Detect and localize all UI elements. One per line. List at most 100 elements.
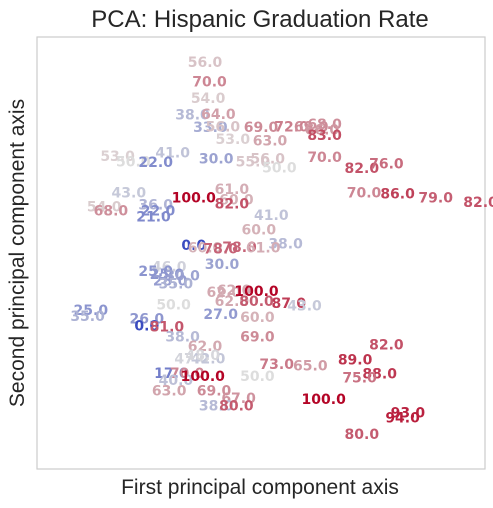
point-label: 38.0 [199, 398, 234, 414]
plot-area [36, 36, 486, 470]
point-label: 82.0 [463, 195, 493, 211]
point-label: 28.0 [153, 274, 188, 290]
data-points: 56.070.054.038.064.033.056.0 69.072.069.0… [70, 55, 493, 443]
point-label: 27.0 [203, 307, 238, 323]
point-label: 48.0 [186, 348, 221, 364]
point-label: 30.0 [205, 257, 240, 273]
point-label: 73.0 [259, 357, 294, 373]
point-label: 38.0 [175, 108, 210, 124]
point-label: 46.0 [152, 260, 187, 276]
point-label: 0.0 [181, 238, 206, 254]
point-label: 38.0 [165, 330, 200, 346]
point-label: 60.0 [240, 310, 275, 326]
point-label: 35.0 [70, 309, 105, 325]
point-label: 50.0 [240, 369, 275, 385]
point-label: 75.0 [342, 371, 377, 387]
point-label: 64.0 [201, 107, 236, 123]
point-label: 0.0 [134, 318, 159, 334]
point-label: 80.0 [345, 427, 380, 443]
point-label: 56.0 [206, 119, 241, 135]
point-label: 35.0 [159, 277, 194, 293]
point-label: 43.0 [287, 299, 322, 315]
point-label: 53.0 [216, 132, 251, 148]
point-label: 70.0 [192, 74, 227, 90]
point-label: 38.0 [268, 236, 303, 252]
point-label: 78.0 [222, 240, 257, 256]
point-label: 36.0 [138, 198, 173, 214]
y-axis-label: Second principal component axis [6, 99, 29, 407]
point-label: 89.0 [338, 353, 373, 369]
point-label: 43.0 [112, 185, 147, 201]
point-label: 100.0 [302, 392, 347, 408]
point-label: 33.0 [193, 120, 228, 136]
point-label: 100.0 [181, 369, 226, 385]
point-label: 56.0 [250, 152, 285, 168]
point-label: 65.0 [293, 359, 328, 375]
point-label: 78.0 [203, 242, 238, 258]
point-label: 25.0 [138, 264, 173, 280]
point-label: 100.0 [172, 191, 217, 207]
point-label: 22.0 [138, 155, 173, 171]
point-label: 68.0 [94, 204, 129, 220]
point-label: 82.0 [369, 337, 404, 353]
point-label: 100.0 [234, 284, 279, 300]
x-axis-label: First principal component axis [121, 476, 399, 499]
point-label: 69.0 [197, 384, 232, 400]
point-label: 62.0 [188, 339, 223, 355]
point-label: 62.0 [215, 294, 250, 310]
point-label: 80.0 [219, 398, 254, 414]
point-label: 30.0 [165, 268, 200, 284]
point-label: 47.0 [174, 352, 209, 368]
point-label: 60.0 [242, 223, 277, 239]
point-label: 79.0 [418, 191, 453, 207]
point-label: 54.0 [87, 200, 122, 216]
point-label: 63.0 [253, 134, 288, 150]
point-label: 66.0 [305, 122, 340, 138]
point-label: 25.0 [150, 267, 185, 283]
point-label: 60.0 [188, 241, 223, 257]
point-label: 72.0 [274, 119, 309, 135]
point-label: 50.0 [116, 154, 151, 170]
point-label: 88.0 [362, 366, 397, 382]
point-label: 42.0 [191, 352, 226, 368]
point-label: 56.0 [188, 55, 223, 71]
point-label: 83.0 [307, 128, 342, 144]
point-label: 87.0 [272, 296, 307, 312]
point-label: 69.0 [240, 330, 275, 346]
point-label: 25.0 [74, 303, 109, 319]
point-label: 60.0 [219, 192, 254, 208]
point-label: 54.0 [191, 91, 226, 107]
point-label: 61.0 [246, 241, 281, 257]
point-label: 50.0 [262, 160, 297, 176]
point-label: 55.0 [236, 154, 271, 170]
point-label: 62.0 [217, 283, 252, 299]
point-label: 80.0 [239, 294, 274, 310]
point-label: 86.0 [380, 187, 415, 203]
point-label: 41.0 [254, 208, 289, 224]
point-label: 70.0 [347, 185, 382, 201]
point-label: 21.0 [136, 210, 171, 226]
point-label: 67.0 [221, 391, 256, 407]
point-label: 22.0 [141, 204, 176, 220]
point-label: 17.0 [154, 366, 189, 382]
point-label: 82.0 [345, 161, 380, 177]
point-label: 93.0 [391, 405, 426, 421]
point-label: 53.0 [100, 149, 135, 165]
point-label: 40.0 [159, 373, 194, 389]
point-label: 82.0 [215, 197, 250, 213]
point-label: 26.0 [130, 312, 165, 328]
point-label: 30.0 [199, 152, 234, 168]
chart-title: PCA: Hispanic Graduation Rate [91, 6, 429, 33]
point-label: 63.0 [152, 384, 187, 400]
point-label: 69.0 [244, 120, 279, 136]
point-label: 41.0 [155, 146, 190, 162]
point-label: 94.0 [385, 411, 420, 427]
point-label: 68.0 [307, 117, 342, 133]
point-label: 61.0 [215, 182, 250, 198]
point-label: 81.0 [150, 319, 185, 335]
point-label: 70.0 [170, 366, 205, 382]
point-label: 50.0 [156, 298, 191, 314]
point-label: 76.0 [369, 156, 404, 172]
point-label: 70.0 [307, 150, 342, 166]
